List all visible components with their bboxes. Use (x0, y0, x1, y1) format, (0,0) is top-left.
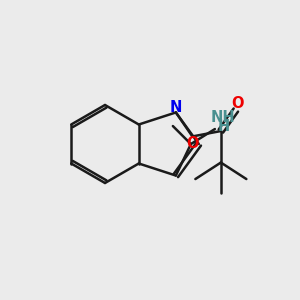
Text: H: H (217, 118, 230, 134)
Text: O: O (231, 96, 244, 111)
Text: NH: NH (211, 110, 236, 125)
Text: O: O (186, 136, 199, 151)
Text: N: N (170, 100, 182, 115)
